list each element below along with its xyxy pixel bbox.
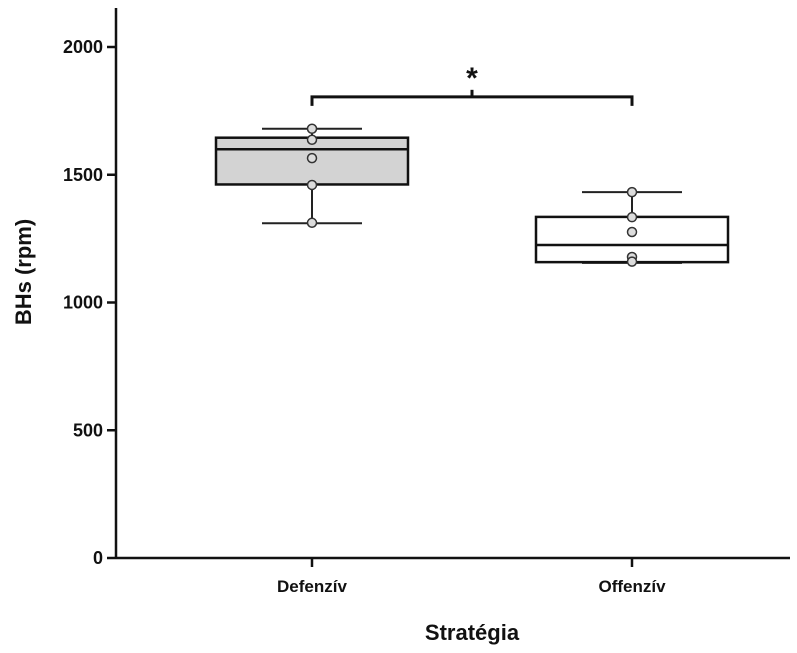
data-point	[306, 152, 318, 164]
data-point	[626, 186, 638, 198]
y-tick-label: 0	[93, 548, 103, 568]
x-tick-label: Offenzív	[598, 577, 666, 596]
boxes	[214, 123, 730, 267]
data-point	[306, 217, 318, 229]
box-Defenzív	[214, 123, 410, 229]
data-point	[626, 256, 638, 267]
y-tick-label: 500	[73, 420, 103, 440]
data-point	[306, 179, 318, 191]
box-Offenzív	[534, 186, 730, 267]
y-tick-label: 1000	[63, 293, 103, 313]
y-tick-label: 1500	[63, 165, 103, 185]
x-axis-title: Stratégia	[425, 620, 520, 645]
data-point	[626, 226, 638, 238]
y-tick-label: 2000	[63, 37, 103, 57]
significance-annotation: *	[310, 62, 634, 106]
data-point	[306, 123, 318, 135]
y-axis-title: BHs (rpm)	[11, 219, 36, 325]
x-tick-label: Defenzív	[277, 577, 347, 596]
significance-star: *	[466, 62, 478, 95]
significance-bracket	[310, 95, 634, 106]
data-point	[626, 211, 638, 223]
axes: 0 500 1000 1500 2000 Defenzív Offenzív	[63, 8, 790, 596]
data-point	[306, 134, 318, 145]
